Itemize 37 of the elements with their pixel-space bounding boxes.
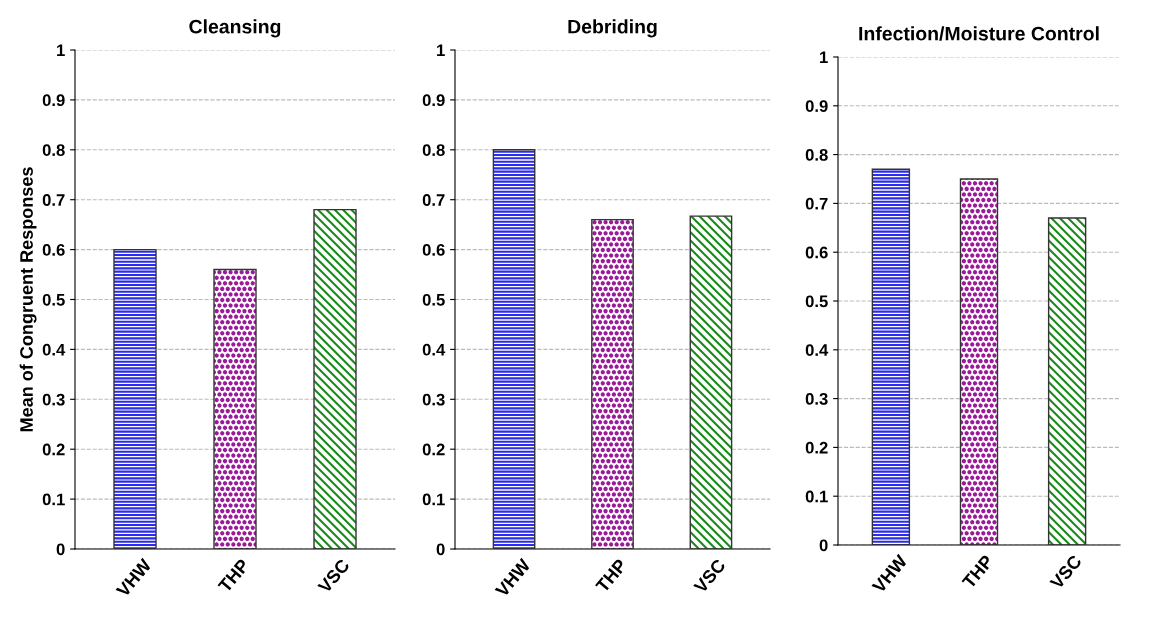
y-tick-label: 0.6 (422, 244, 445, 256)
y-tick-label: 1 (820, 51, 828, 64)
y-tick-label: 0.7 (422, 194, 445, 206)
y-tick-label: 0.8 (805, 149, 828, 161)
y-tick-label: 0.3 (805, 393, 828, 405)
y-tick-label: 0.7 (805, 197, 828, 210)
y-tick-label: 0 (819, 539, 828, 552)
y-tick-label: 0 (56, 543, 65, 556)
y-tick-label: 0.5 (42, 293, 65, 306)
chart-title: Debriding (568, 19, 657, 38)
y-tick-label: 0.9 (422, 94, 445, 107)
y-tick-label: 0.1 (805, 490, 828, 503)
y-axis-title: Mean of Congruent Responses (19, 167, 37, 432)
y-tick-label: 0.9 (805, 100, 828, 112)
y-tick-label: 1 (57, 44, 65, 57)
y-tick-label: 0.8 (422, 144, 445, 156)
y-tick-label: 0.3 (42, 393, 65, 406)
y-tick-label: 0.2 (422, 443, 445, 456)
chart-title: Infection/Moisture Control (859, 26, 1099, 41)
y-tick-label: 0.2 (805, 441, 828, 454)
y-tick-label: 0.6 (805, 246, 828, 259)
y-tick-label: 0 (436, 543, 445, 556)
y-tick-label: 0.9 (42, 94, 65, 107)
y-tick-label: 0.3 (422, 393, 445, 406)
y-tick-label: 1 (437, 44, 445, 57)
y-tick-label: 0.7 (42, 194, 65, 206)
y-tick-label: 0.4 (422, 343, 446, 356)
y-tick-label: 0.4 (42, 343, 66, 356)
y-tick-label: 0.1 (422, 493, 445, 506)
y-tick-label: 0.2 (42, 443, 65, 456)
y-tick-label: 0.1 (42, 493, 65, 506)
chart-title: Cleansing (189, 19, 281, 38)
y-tick-label: 0.8 (42, 144, 65, 156)
y-tick-label: 0.5 (422, 293, 445, 306)
y-tick-label: 0.5 (805, 295, 828, 308)
y-tick-label: 0.6 (42, 244, 65, 256)
y-tick-label: 0.4 (805, 344, 829, 356)
